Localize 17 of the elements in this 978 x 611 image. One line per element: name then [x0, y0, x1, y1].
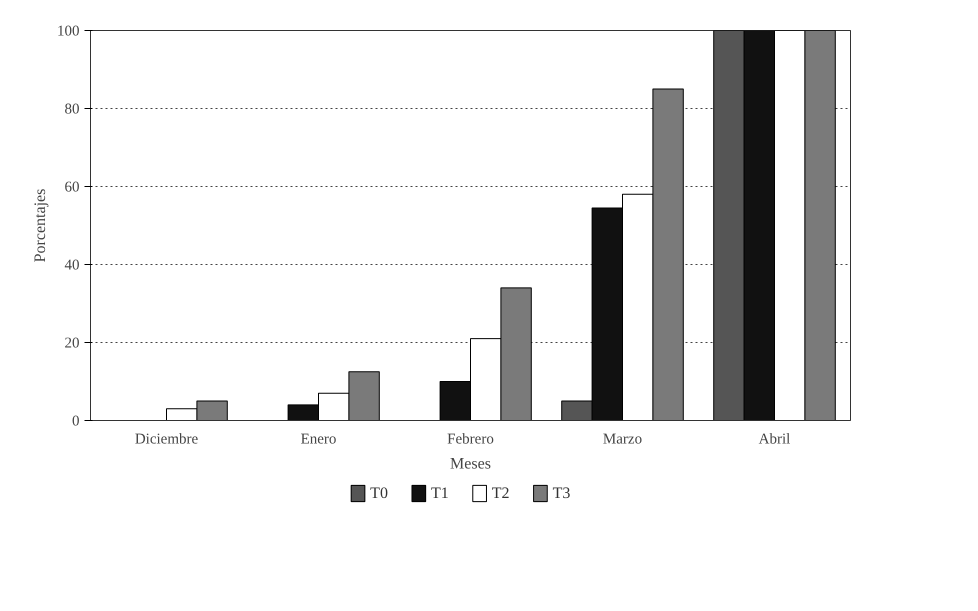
x-tick-label: Abril	[758, 432, 790, 448]
legend-label: T2	[492, 485, 510, 502]
y-axis-title: Porcentajes	[32, 188, 49, 262]
y-tick-label: 100	[57, 24, 80, 40]
legend-label: T3	[552, 485, 570, 502]
x-tick-label: Diciembre	[134, 432, 198, 448]
legend-label: T0	[370, 485, 388, 502]
y-tick-label: 60	[64, 180, 80, 196]
y-tick-label: 20	[64, 336, 80, 352]
y-tick-label: 0	[72, 414, 80, 430]
legend-label: T1	[430, 485, 449, 502]
x-axis-title: Meses	[450, 456, 491, 472]
y-tick-label: 80	[64, 102, 80, 118]
y-tick-label: 40	[64, 258, 80, 274]
x-tick-label: Enero	[300, 432, 336, 448]
x-tick-label: Febrero	[447, 432, 494, 448]
x-tick-label: Marzo	[602, 432, 642, 448]
